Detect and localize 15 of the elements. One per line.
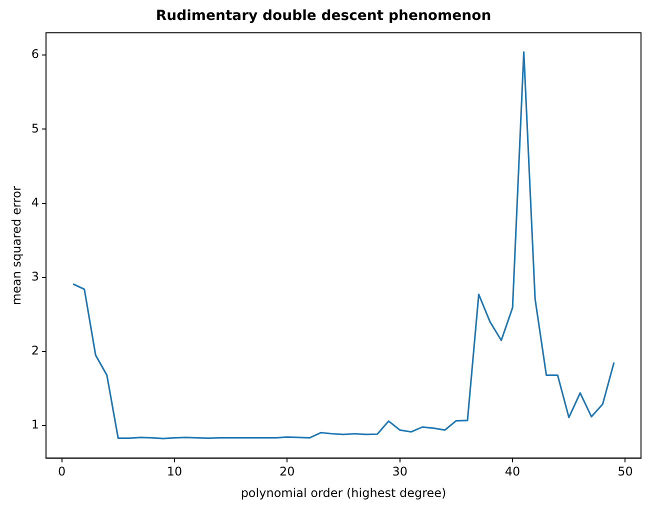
y-tick-label: 4 [31,195,40,210]
x-axis-title: polynomial order (highest degree) [240,486,446,500]
x-tick-label: 20 [280,464,295,479]
x-tick-label: 0 [58,464,66,479]
chart-title: Rudimentary double descent phenomenon [156,8,492,24]
x-tick-label: 40 [504,464,520,479]
y-axis-title: mean squared error [9,186,24,306]
y-tick-label: 1 [31,418,40,432]
y-tick-label: 3 [31,269,40,284]
x-tick-label: 10 [166,464,182,479]
y-tick-label: 2 [31,344,40,358]
y-tick-label: 5 [31,121,40,136]
x-tick-label: 50 [618,464,633,479]
x-tick-label: 30 [392,464,408,479]
y-tick-label: 6 [31,47,40,62]
